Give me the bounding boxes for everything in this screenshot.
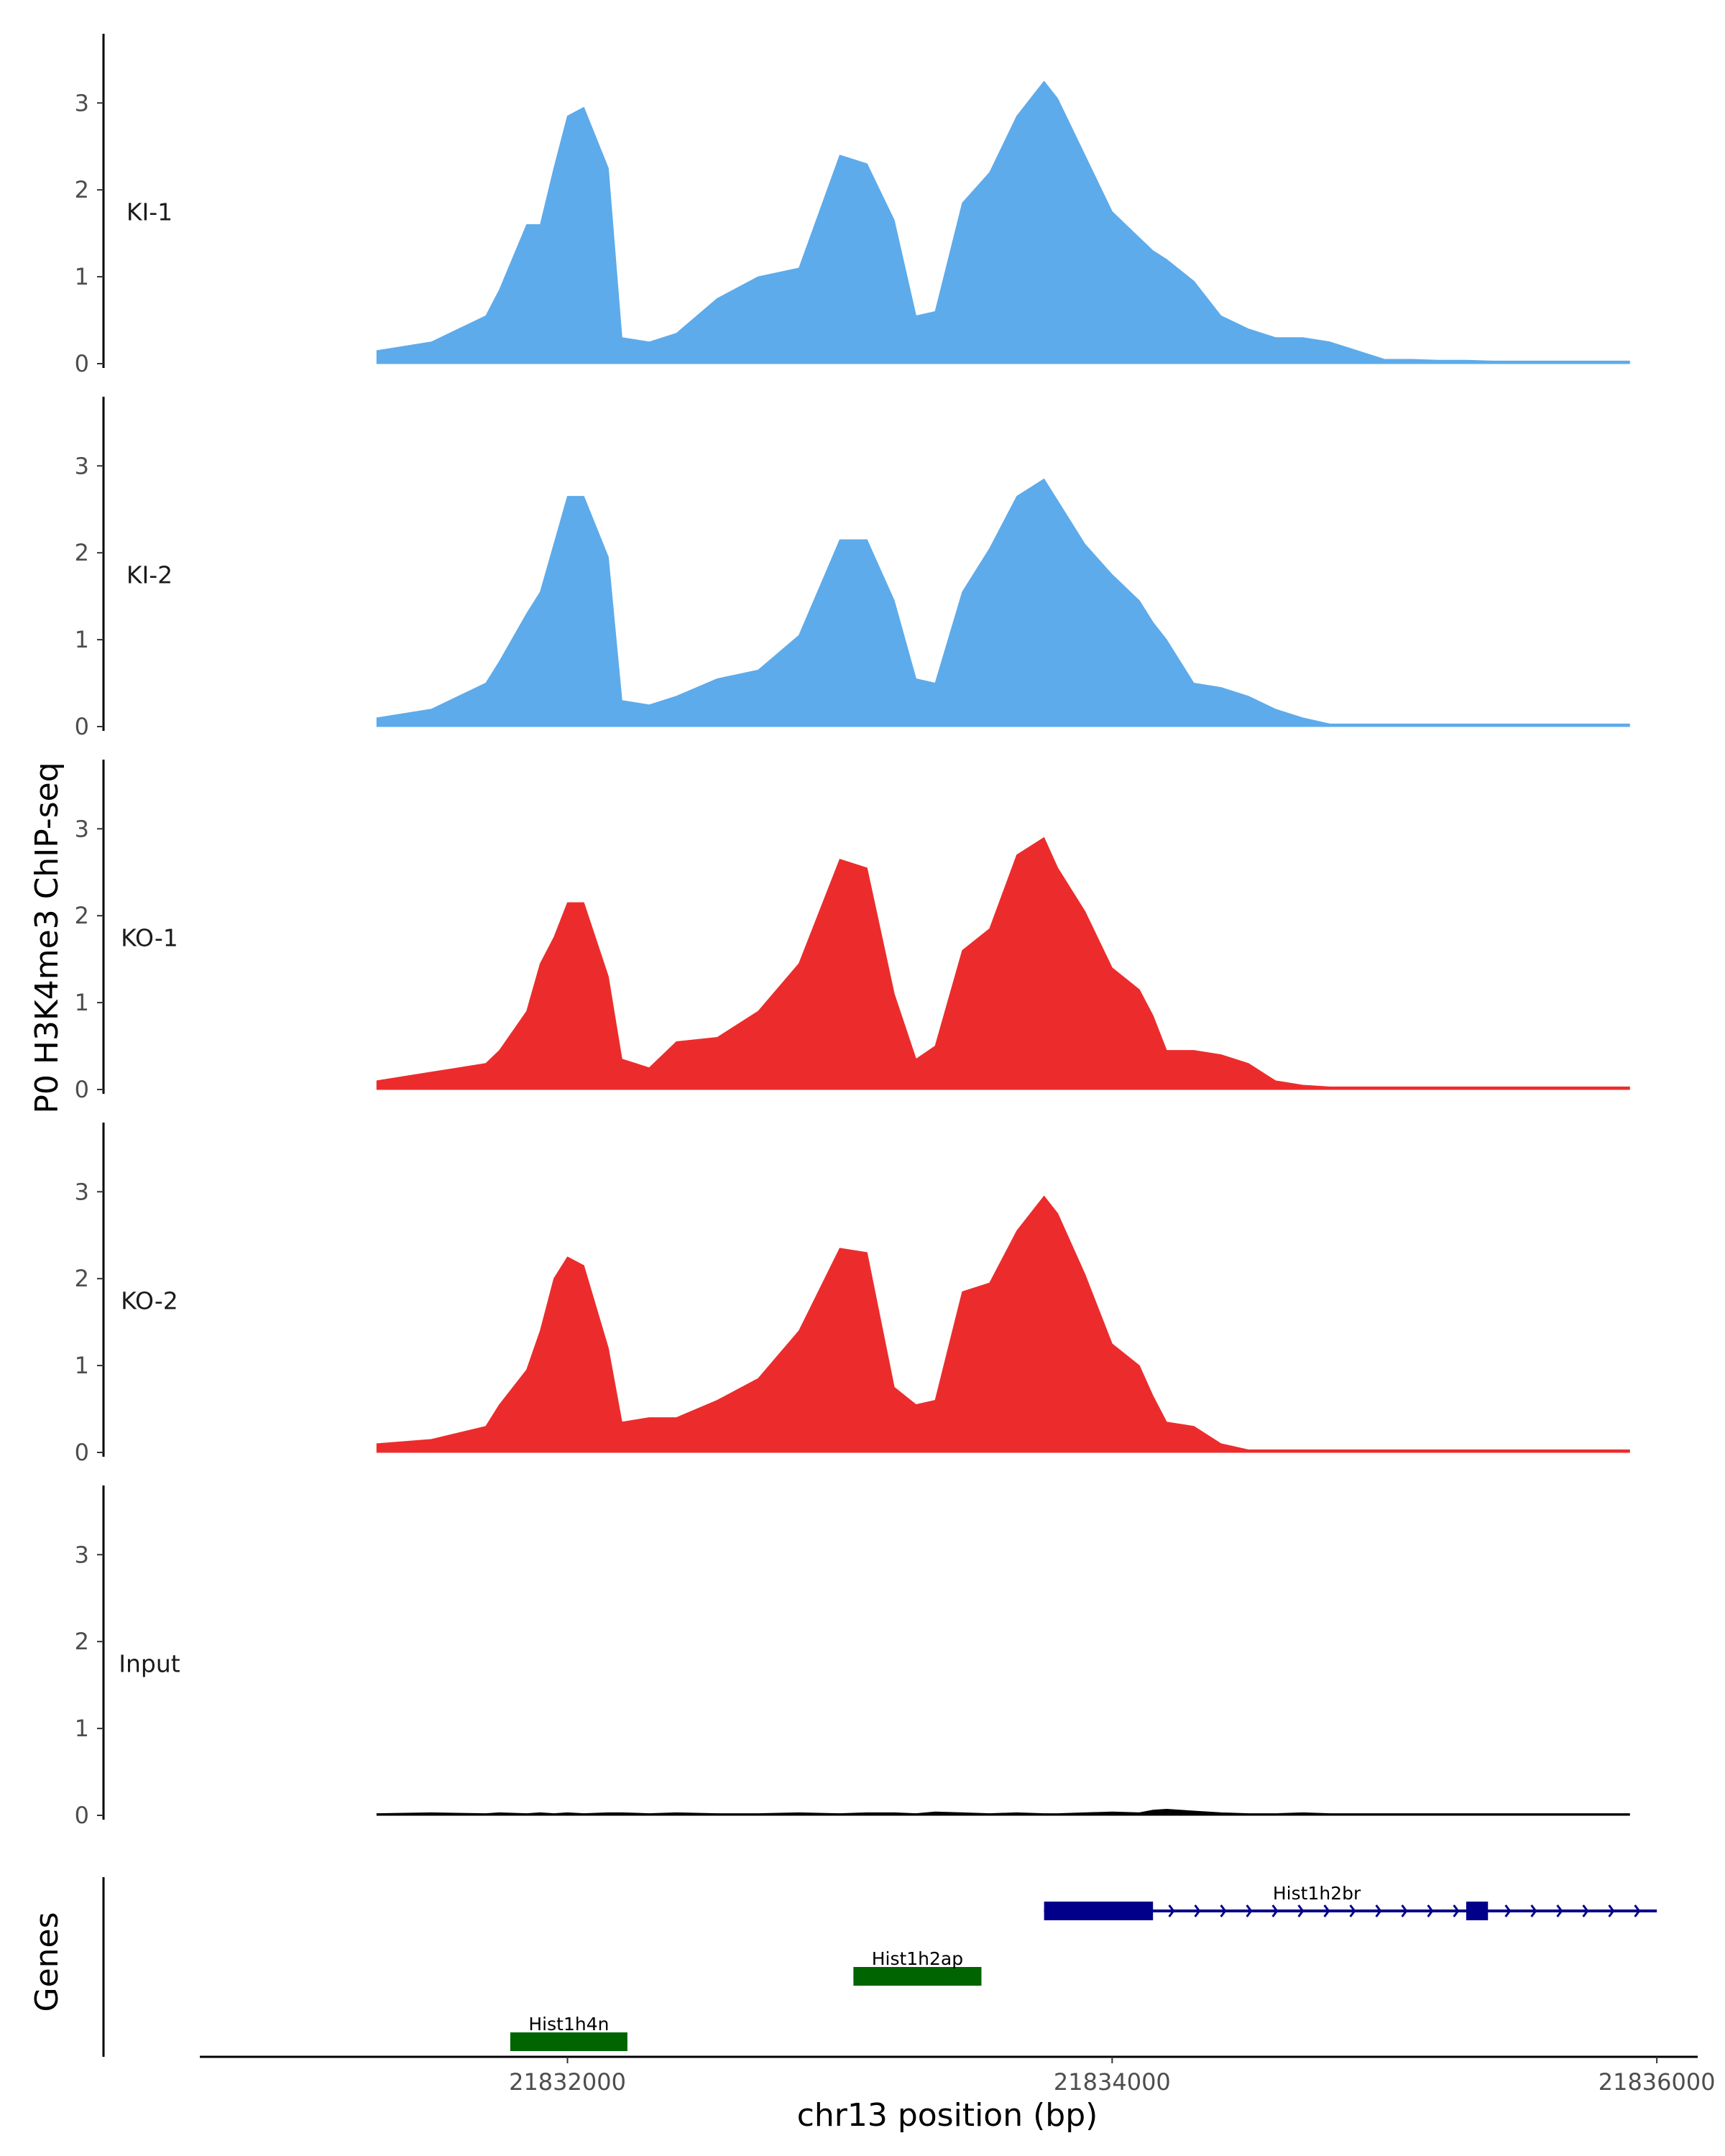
strand-arrow xyxy=(1634,1904,1641,1917)
gene-exon xyxy=(510,2032,627,2051)
x-tick-label: 21832000 xyxy=(509,2068,626,2096)
y-tick-label: 3 xyxy=(75,815,89,842)
strand-arrow xyxy=(1194,1904,1201,1917)
gene-exon xyxy=(853,1967,982,1986)
y-tick-label: 3 xyxy=(75,1178,89,1205)
signal-area-ki-1 xyxy=(376,80,1630,364)
track-ki-2: 0 1 2 3 KI-2 xyxy=(75,397,1630,740)
genes-track: Hist1h2br Hist1h2ap Hist1h4n xyxy=(102,1877,1657,2057)
gene-hist1h4n: Hist1h4n xyxy=(510,2014,627,2051)
track-label-ko-1: KO-1 xyxy=(121,924,178,952)
track-label-ko-2: KO-2 xyxy=(121,1287,178,1315)
gene-hist1h2ap: Hist1h2ap xyxy=(853,1948,982,1986)
track-label-input: Input xyxy=(119,1650,180,1678)
y-tick-label: 2 xyxy=(75,902,89,929)
strand-arrow xyxy=(1504,1904,1512,1917)
y-tick-label: 1 xyxy=(75,1352,89,1379)
y-tick-label: 1 xyxy=(75,989,89,1016)
gene-label-hist1h2br: Hist1h2br xyxy=(1273,1883,1361,1904)
track-ki-1: 0 1 2 3 KI-1 xyxy=(75,34,1630,377)
signal-area-ko-1 xyxy=(376,837,1630,1090)
track-label-ki-1: KI-1 xyxy=(126,198,172,226)
signal-tracks: 0 1 2 3 KI-1 0 1 2 3 KI-2 0 1 2 3 KO-1 0 1 2 3 KO-2 0 1 2 3 Inpu… xyxy=(75,34,1630,1829)
strand-arrow xyxy=(1530,1904,1537,1917)
genes-track-title: Genes xyxy=(29,1912,65,2012)
signal-area-ko-2 xyxy=(376,1195,1630,1453)
gene-hist1h2br: Hist1h2br xyxy=(1044,1883,1657,1920)
x-tick-label: 21834000 xyxy=(1054,2068,1171,2096)
y-tick-label: 0 xyxy=(75,1802,89,1829)
y-tick-label: 2 xyxy=(75,539,89,566)
strand-arrow xyxy=(1271,1904,1279,1917)
y-axis-title: P0 H3K4me3 ChIP-seq xyxy=(29,762,65,1113)
track-ko-1: 0 1 2 3 KO-1 xyxy=(75,760,1630,1103)
strand-arrow xyxy=(1323,1904,1330,1917)
strand-arrow xyxy=(1582,1904,1589,1917)
track-input: 0 1 2 3 Input xyxy=(75,1485,1630,1829)
y-tick-label: 2 xyxy=(75,176,89,203)
gene-exon xyxy=(1044,1902,1154,1920)
x-axis-title: chr13 position (bp) xyxy=(797,2097,1098,2134)
x-tick-label: 21836000 xyxy=(1598,2068,1716,2096)
strand-arrow xyxy=(1427,1904,1434,1917)
y-tick-label: 0 xyxy=(75,1439,89,1466)
y-tick-label: 2 xyxy=(75,1628,89,1655)
strand-arrow xyxy=(1556,1904,1563,1917)
strand-arrow xyxy=(1453,1904,1460,1917)
track-ko-2: 0 1 2 3 KO-2 xyxy=(75,1123,1630,1466)
y-tick-label: 1 xyxy=(75,1715,89,1742)
y-tick-label: 0 xyxy=(75,350,89,377)
y-tick-label: 3 xyxy=(75,1541,89,1568)
strand-arrow xyxy=(1246,1904,1253,1917)
x-axis: 21832000 21834000 21836000 xyxy=(200,2055,1716,2096)
y-tick-label: 3 xyxy=(75,89,89,116)
strand-arrow xyxy=(1349,1904,1356,1917)
y-tick-label: 3 xyxy=(75,452,89,479)
strand-arrow xyxy=(1297,1904,1305,1917)
signal-area-input xyxy=(376,1809,1630,1816)
y-tick-label: 0 xyxy=(75,713,89,740)
y-tick-label: 0 xyxy=(75,1076,89,1103)
strand-arrow xyxy=(1608,1904,1615,1917)
y-tick-label: 1 xyxy=(75,626,89,653)
gene-exon xyxy=(1466,1902,1489,1920)
track-label-ki-2: KI-2 xyxy=(126,561,172,589)
gene-label-hist1h4n: Hist1h4n xyxy=(528,2014,609,2035)
y-tick-label: 1 xyxy=(75,263,89,290)
signal-area-ki-2 xyxy=(376,478,1630,727)
gene-label-hist1h2ap: Hist1h2ap xyxy=(872,1948,963,1969)
y-tick-label: 2 xyxy=(75,1265,89,1292)
strand-arrow xyxy=(1168,1904,1175,1917)
strand-arrow xyxy=(1401,1904,1408,1917)
strand-arrow xyxy=(1220,1904,1227,1917)
strand-arrow xyxy=(1375,1904,1382,1917)
